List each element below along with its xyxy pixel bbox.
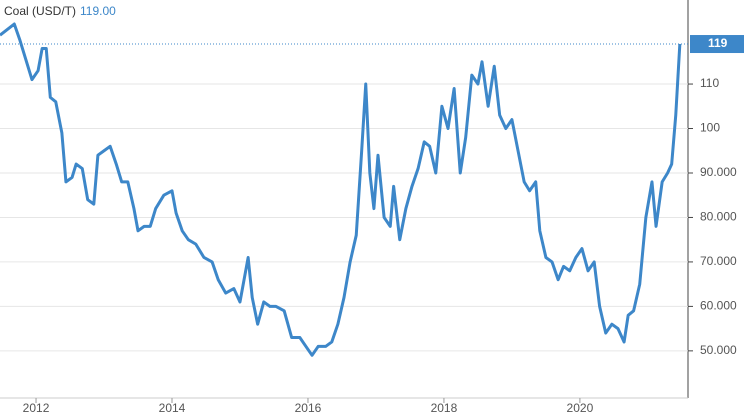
y-tick-label: 70.000 (700, 254, 737, 268)
x-tick-label: 2014 (159, 401, 186, 415)
current-badge (690, 35, 744, 54)
chart-title: Coal (USD/T) (4, 4, 76, 18)
x-tick-label: 2016 (295, 401, 322, 415)
y-tick-label: 110 (700, 76, 719, 90)
y-tick-label: 50.000 (700, 343, 737, 357)
y-tick-label: 90.000 (700, 165, 737, 179)
current-badge-label: 119 (708, 36, 728, 50)
price-line (0, 22, 682, 357)
y-tick-label: 100 (700, 121, 720, 135)
x-tick-label: 2012 (23, 401, 50, 415)
current-value: 119.00 (80, 4, 116, 18)
x-tick-label: 2020 (567, 401, 594, 415)
y-tick-label: 60.000 (700, 299, 737, 313)
x-tick-label: 2018 (431, 401, 458, 415)
y-tick-label: 80.000 (700, 210, 737, 224)
